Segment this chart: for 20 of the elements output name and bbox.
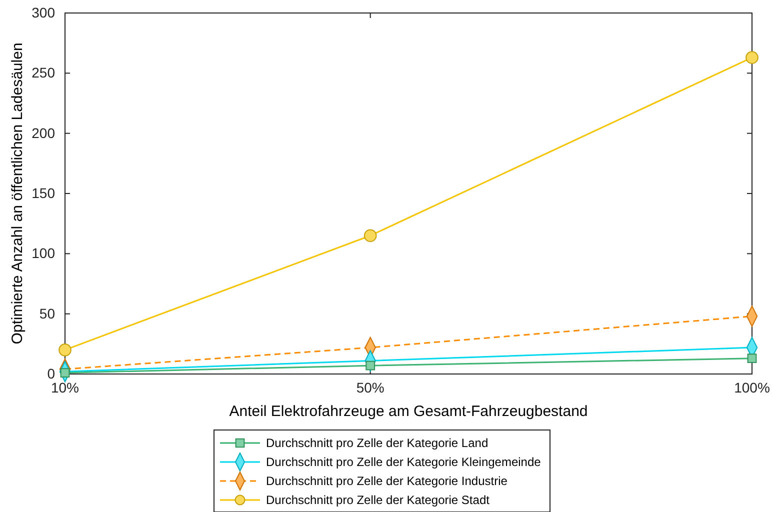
- legend-label: Durchschnitt pro Zelle der Kategorie Kleingemeinde: [266, 455, 542, 469]
- point: [58, 344, 72, 356]
- x-tick-label: 100%: [734, 379, 770, 396]
- point: [364, 229, 377, 242]
- y-axis-title: Optimierte Anzahl an öffentlichen Ladesäulen: [9, 42, 26, 344]
- y-tick-label: 50: [39, 305, 56, 322]
- y-tick-label: 300: [32, 4, 56, 20]
- legend-label: Durchschnitt pro Zelle der Kategorie Industrie: [266, 474, 508, 488]
- point: [746, 51, 758, 64]
- legend-label: Durchschnitt pro Zelle der Kategorie Stadt: [266, 493, 490, 507]
- x-tick-label: 10%: [50, 379, 80, 396]
- y-tick-label: 150: [32, 184, 56, 201]
- y-tick-label: 0: [47, 365, 56, 382]
- x-axis-title: Anteil Elektrofahrzeuge am Gesamt-Fahrzeugbestand: [229, 403, 588, 420]
- point: [747, 354, 757, 364]
- y-tick-label: 100: [32, 245, 56, 262]
- y-tick-label: 200: [32, 124, 56, 141]
- legend-label: Durchschnitt pro Zelle der Kategorie Land: [266, 436, 488, 450]
- x-tick-label: 50%: [356, 379, 384, 396]
- y-tick-label: 250: [32, 64, 56, 81]
